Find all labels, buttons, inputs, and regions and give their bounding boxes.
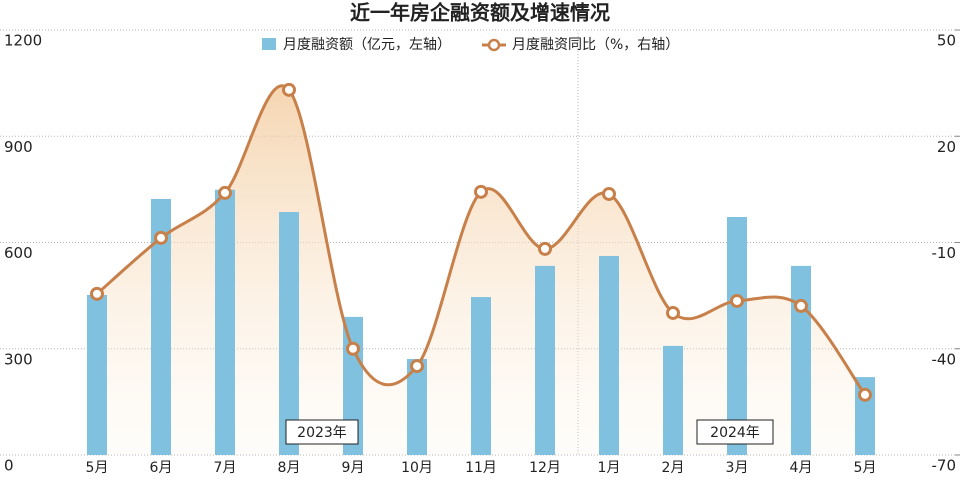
x-tick-label: 6月 <box>150 460 173 476</box>
y2-tick-label: -40 <box>932 350 957 368</box>
line-point <box>858 387 872 402</box>
x-tick-label: 5月 <box>86 460 109 476</box>
annotation-box <box>285 419 359 445</box>
line <box>96 84 867 396</box>
legend: 月度融资额（亿元，左轴） 月度融资同比（%，右轴） <box>262 37 679 53</box>
line-point <box>410 359 424 374</box>
bar <box>87 294 107 455</box>
legend-swatch <box>262 38 276 50</box>
line-point <box>794 298 808 313</box>
x-tick-label: 8月 <box>278 460 301 476</box>
bar <box>727 217 747 455</box>
y-tick-label: 0 <box>4 457 14 475</box>
x-tick-label: 5月 <box>854 460 877 476</box>
bar <box>663 345 683 455</box>
x-tick-label: 12月 <box>529 460 561 476</box>
y2-tick-label: -70 <box>932 457 957 475</box>
y2-tick-label: -10 <box>932 244 957 262</box>
annotation: 2023年 <box>297 425 347 441</box>
x-tick-label: 7月 <box>214 460 237 476</box>
line-point <box>282 82 296 97</box>
x-tick-label: 10月 <box>401 460 433 476</box>
legend-label: 月度融资同比（%，右轴） <box>512 37 679 53</box>
line-point <box>730 293 744 308</box>
line-point <box>474 184 488 199</box>
x-tick-label: 1月 <box>598 460 621 476</box>
line-point <box>90 286 104 301</box>
y2-tick-label: 20 <box>937 138 956 156</box>
x-tick-label: 4月 <box>790 460 813 476</box>
legend-label: 月度融资额（亿元，左轴） <box>283 37 451 53</box>
y-tick-label: 1200 <box>4 32 42 50</box>
bar <box>535 265 555 455</box>
y-tick-label: 900 <box>4 138 33 156</box>
bar <box>279 212 299 455</box>
bar <box>791 265 811 455</box>
line-point <box>346 341 360 356</box>
x-tick-label: 2月 <box>662 460 685 476</box>
line-point <box>602 186 616 201</box>
y2-tick-label: 50 <box>937 32 956 50</box>
line-point <box>538 241 552 256</box>
bar <box>599 255 619 455</box>
x-tick-label: 11月 <box>465 460 497 476</box>
line-point <box>154 230 168 245</box>
line-point <box>666 305 680 320</box>
bar <box>471 297 491 455</box>
y-tick-label: 600 <box>4 244 33 262</box>
legend-swatch <box>487 38 501 52</box>
x-tick-label: 9月 <box>342 460 365 476</box>
bar <box>151 198 171 455</box>
y-tick-label: 300 <box>4 350 33 368</box>
bar <box>407 359 427 455</box>
annotation-box <box>696 419 774 445</box>
line-point <box>218 185 232 200</box>
x-tick-label: 3月 <box>726 460 749 476</box>
chart-title: 近一年房企融资额及增速情况 <box>350 1 610 25</box>
annotation: 2024年 <box>710 425 760 441</box>
bar <box>215 189 235 455</box>
